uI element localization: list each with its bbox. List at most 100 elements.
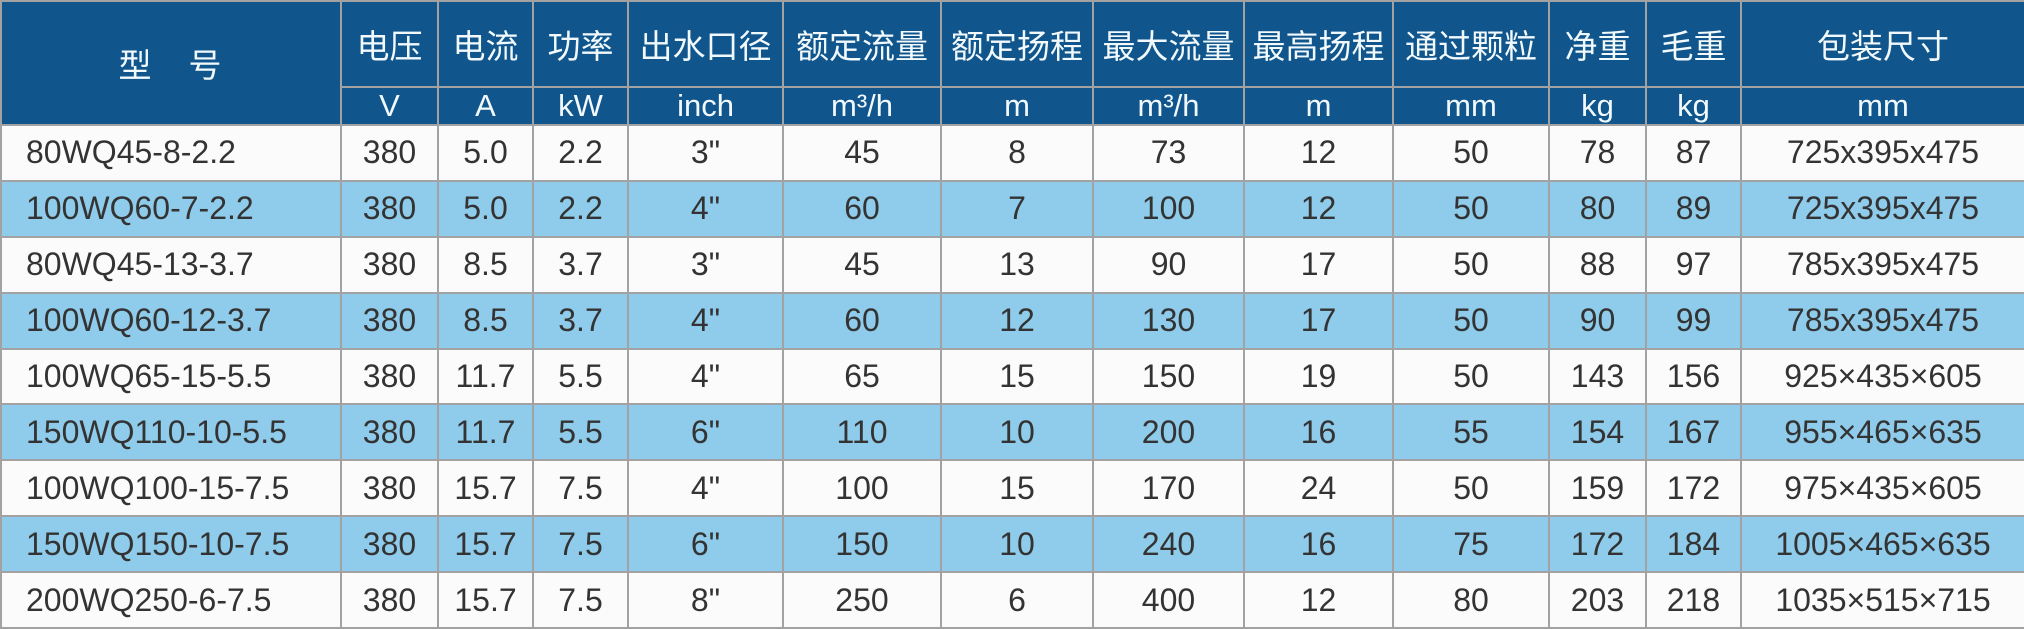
col-header-max-head: 最高扬程 — [1243, 0, 1394, 88]
cell-voltage: 380 — [340, 124, 439, 182]
col-header-rated-flow: 额定流量 — [782, 0, 942, 88]
cell-outlet-diameter: 4" — [627, 459, 784, 518]
cell-outlet-diameter: 4" — [627, 347, 784, 406]
cell-outlet-diameter: 3" — [627, 124, 784, 182]
cell-gross-weight: 87 — [1645, 124, 1742, 182]
cell-rated-head: 15 — [940, 347, 1094, 406]
cell-particle-size: 75 — [1392, 515, 1550, 573]
cell-rated-head: 15 — [940, 459, 1094, 518]
cell-rated-flow: 45 — [782, 124, 942, 182]
cell-max-flow: 100 — [1092, 179, 1245, 238]
cell-voltage: 380 — [340, 179, 439, 238]
cell-particle-size: 50 — [1392, 459, 1550, 518]
cell-rated-flow: 250 — [782, 571, 942, 629]
col-header-model: 型 号 — [0, 0, 342, 126]
cell-max-flow: 130 — [1092, 291, 1245, 350]
cell-particle-size: 50 — [1392, 291, 1550, 350]
cell-gross-weight: 97 — [1645, 235, 1742, 294]
cell-max-head: 16 — [1243, 515, 1394, 573]
cell-max-flow: 400 — [1092, 571, 1245, 629]
cell-current: 15.7 — [437, 459, 534, 518]
cell-package-size: 725x395x475 — [1740, 179, 2024, 238]
cell-rated-flow: 150 — [782, 515, 942, 573]
cell-net-weight: 172 — [1548, 515, 1647, 573]
cell-rated-head: 13 — [940, 235, 1094, 294]
col-header-max-flow: 最大流量 — [1092, 0, 1245, 88]
cell-net-weight: 159 — [1548, 459, 1647, 518]
cell-rated-head: 8 — [940, 124, 1094, 182]
cell-gross-weight: 184 — [1645, 515, 1742, 573]
table-row: 200WQ250-6-7.5 380 15.7 7.5 8" 250 6 400… — [0, 571, 2024, 629]
unit-outlet-diameter: inch — [627, 86, 784, 126]
cell-particle-size: 50 — [1392, 235, 1550, 294]
table-row: 100WQ60-7-2.2 380 5.0 2.2 4" 60 7 100 12… — [0, 179, 2024, 238]
col-header-net-weight: 净重 — [1548, 0, 1647, 88]
cell-package-size: 785x395x475 — [1740, 291, 2024, 350]
cell-max-head: 19 — [1243, 347, 1394, 406]
cell-current: 8.5 — [437, 235, 534, 294]
cell-net-weight: 78 — [1548, 124, 1647, 182]
cell-power: 5.5 — [532, 403, 629, 462]
unit-particle-size: mm — [1392, 86, 1550, 126]
cell-outlet-diameter: 6" — [627, 515, 784, 573]
table-row: 80WQ45-8-2.2 380 5.0 2.2 3" 45 8 73 12 5… — [0, 124, 2024, 182]
cell-outlet-diameter: 4" — [627, 291, 784, 350]
cell-current: 5.0 — [437, 179, 534, 238]
cell-power: 7.5 — [532, 571, 629, 629]
cell-max-head: 17 — [1243, 235, 1394, 294]
cell-package-size: 955×465×635 — [1740, 403, 2024, 462]
cell-voltage: 380 — [340, 571, 439, 629]
cell-max-head: 24 — [1243, 459, 1394, 518]
cell-rated-flow: 100 — [782, 459, 942, 518]
cell-particle-size: 55 — [1392, 403, 1550, 462]
cell-rated-flow: 60 — [782, 179, 942, 238]
cell-model: 150WQ110-10-5.5 — [0, 403, 342, 462]
cell-outlet-diameter: 4" — [627, 179, 784, 238]
cell-max-head: 12 — [1243, 179, 1394, 238]
cell-power: 7.5 — [532, 515, 629, 573]
cell-max-head: 12 — [1243, 571, 1394, 629]
cell-net-weight: 203 — [1548, 571, 1647, 629]
table-row: 150WQ150-10-7.5 380 15.7 7.5 6" 150 10 2… — [0, 515, 2024, 573]
cell-max-flow: 90 — [1092, 235, 1245, 294]
header-unit-row: V A kW inch m³/h m m³/h m mm kg kg mm — [1, 86, 2024, 126]
col-header-voltage: 电压 — [340, 0, 439, 88]
cell-gross-weight: 156 — [1645, 347, 1742, 406]
col-header-gross-weight: 毛重 — [1645, 0, 1742, 88]
cell-rated-head: 12 — [940, 291, 1094, 350]
cell-package-size: 925×435×605 — [1740, 347, 2024, 406]
col-header-current: 电流 — [437, 0, 534, 88]
table-row: 100WQ60-12-3.7 380 8.5 3.7 4" 60 12 130 … — [0, 291, 2024, 350]
cell-power: 7.5 — [532, 459, 629, 518]
unit-gross-weight: kg — [1645, 86, 1742, 126]
col-header-power: 功率 — [532, 0, 629, 88]
unit-rated-flow: m³/h — [782, 86, 942, 126]
unit-power: kW — [532, 86, 629, 126]
col-header-package-size: 包装尺寸 — [1740, 0, 2024, 88]
unit-rated-head: m — [940, 86, 1094, 126]
cell-net-weight: 90 — [1548, 291, 1647, 350]
cell-rated-flow: 110 — [782, 403, 942, 462]
table-row: 100WQ100-15-7.5 380 15.7 7.5 4" 100 15 1… — [0, 459, 2024, 518]
cell-rated-flow: 65 — [782, 347, 942, 406]
cell-voltage: 380 — [340, 459, 439, 518]
cell-particle-size: 50 — [1392, 124, 1550, 182]
cell-current: 5.0 — [437, 124, 534, 182]
cell-particle-size: 50 — [1392, 179, 1550, 238]
cell-voltage: 380 — [340, 347, 439, 406]
cell-outlet-diameter: 8" — [627, 571, 784, 629]
cell-power: 3.7 — [532, 291, 629, 350]
cell-rated-head: 10 — [940, 515, 1094, 573]
table-row: 100WQ65-15-5.5 380 11.7 5.5 4" 65 15 150… — [0, 347, 2024, 406]
cell-current: 11.7 — [437, 403, 534, 462]
cell-rated-head: 6 — [940, 571, 1094, 629]
cell-current: 8.5 — [437, 291, 534, 350]
cell-particle-size: 50 — [1392, 347, 1550, 406]
cell-model: 100WQ100-15-7.5 — [0, 459, 342, 518]
cell-voltage: 380 — [340, 515, 439, 573]
cell-package-size: 1035×515×715 — [1740, 571, 2024, 629]
cell-gross-weight: 89 — [1645, 179, 1742, 238]
cell-model: 80WQ45-8-2.2 — [0, 124, 342, 182]
cell-max-flow: 240 — [1092, 515, 1245, 573]
